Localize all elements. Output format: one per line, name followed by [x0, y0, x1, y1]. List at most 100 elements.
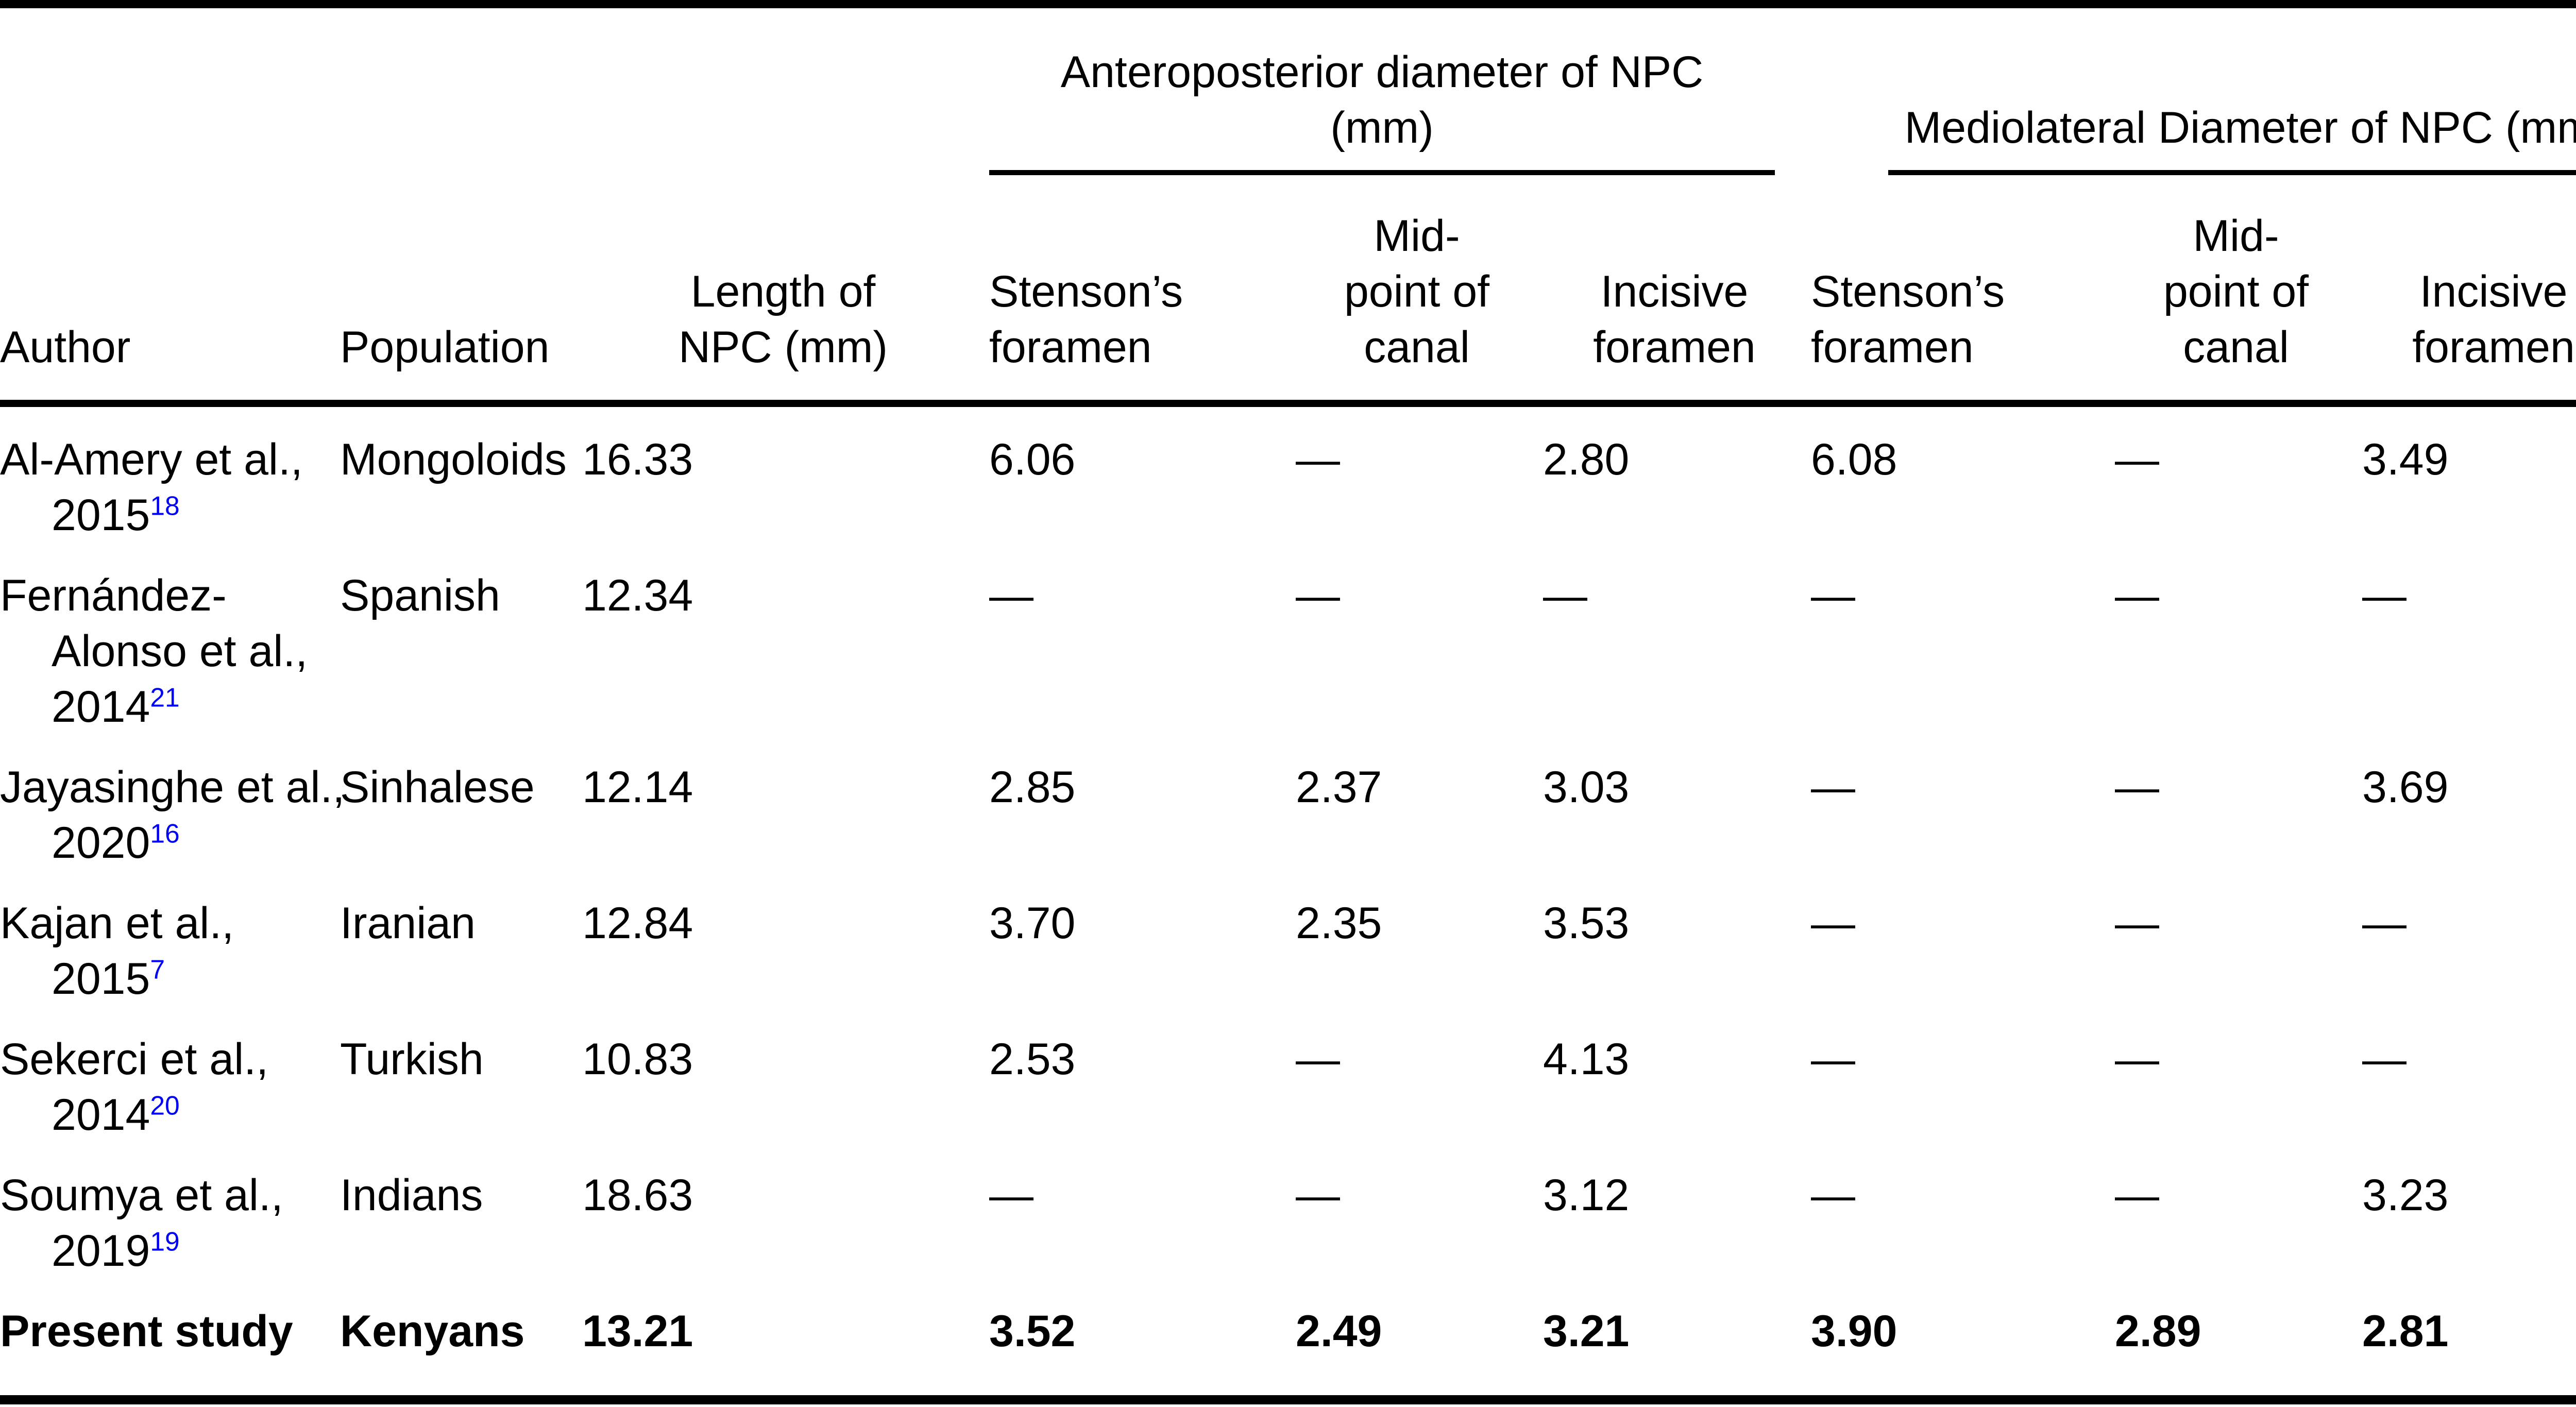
- column-header-label: Incisive: [1600, 267, 1749, 316]
- column-header-label: Incisive: [2419, 267, 2568, 316]
- data-cell-ml-midpoint-of-canal: —: [2115, 762, 2160, 812]
- group-header-label: Mediolateral Diameter of NPC (mm): [1904, 103, 2576, 152]
- group-header-row: Anteroposterior diameter of NPC (mm) Med…: [0, 4, 2576, 175]
- author-text: Kajan et al.,: [0, 899, 234, 948]
- data-cell-ml-incisive-foramen: —: [2362, 571, 2407, 620]
- data-cell-ap-incisive-foramen: 3.03: [1543, 762, 1630, 812]
- data-cell-ml-midpoint-of-canal: 2.89: [2115, 1307, 2201, 1356]
- data-cell-population: Kenyans: [340, 1307, 525, 1356]
- author-cell: Fernández- Alonso et al., 201421: [0, 543, 340, 735]
- column-header-ml-stensons-foramen: Stenson’s foramen: [1811, 175, 2115, 407]
- author-text: 2019: [52, 1226, 150, 1276]
- author-cell: Jayasinghe et al., 202016: [0, 735, 345, 871]
- data-cell-ml-midpoint-of-canal: —: [2115, 1035, 2160, 1084]
- data-cell-ml-midpoint-of-canal: —: [2115, 1171, 2160, 1220]
- table-row: Al-Amery et al., 201518 Mongoloids 16.33 6.0…: [0, 403, 2576, 543]
- column-header-label: Mid-: [1374, 211, 1460, 261]
- data-cell-ml-stensons-foramen: —: [1811, 1035, 1856, 1084]
- data-cell-ml-stensons-foramen: 3.90: [1811, 1307, 1897, 1356]
- column-header-label: Stenson’s: [1811, 267, 2005, 316]
- column-header-length-of-npc: Length of NPC (mm): [582, 175, 989, 407]
- data-cell-ml-incisive-foramen: —: [2362, 899, 2407, 948]
- data-cell-ap-incisive-foramen: 3.12: [1543, 1171, 1630, 1220]
- author-text: 2015: [52, 490, 150, 540]
- data-cell-ml-incisive-foramen: 3.49: [2362, 435, 2449, 484]
- author-text: Fernández-: [0, 571, 227, 620]
- group-header-label: (mm): [1330, 103, 1434, 152]
- column-header-label: Length of: [690, 267, 876, 316]
- mediolateral-group-underline: Mediolateral Diameter of NPC (mm): [1888, 100, 2576, 175]
- column-group-anteroposterior: Anteroposterior diameter of NPC (mm): [989, 4, 1811, 175]
- table-row: Kajan et al., 20157 Iranian 12.84 3.70 2.35 3.…: [0, 871, 2576, 1007]
- column-header-label: canal: [2183, 323, 2289, 372]
- author-cell: Al-Amery et al., 201518: [0, 403, 340, 543]
- author-text: 2014: [52, 1090, 150, 1140]
- data-cell-length-of-npc: 16.33: [582, 435, 693, 484]
- reference-superscript[interactable]: 7: [150, 954, 165, 985]
- data-cell-ap-stensons-foramen: 2.53: [989, 1035, 1076, 1084]
- data-cell-ap-incisive-foramen: 3.21: [1543, 1307, 1630, 1356]
- column-group-mediolateral: Mediolateral Diameter of NPC (mm): [1811, 4, 2576, 175]
- author-cell: Soumya et al., 201919: [0, 1143, 340, 1279]
- column-header-label: foramen: [1811, 323, 1974, 372]
- data-cell-ap-midpoint-of-canal: 2.49: [1296, 1307, 1382, 1356]
- column-header-label: canal: [1364, 323, 1470, 372]
- author-text: Soumya et al.,: [0, 1171, 283, 1220]
- data-cell-ml-stensons-foramen: —: [1811, 1171, 1856, 1220]
- column-header-population: Population: [340, 175, 582, 407]
- author-text: Al-Amery et al.,: [0, 435, 303, 484]
- reference-superscript[interactable]: 21: [150, 682, 180, 713]
- data-cell-ap-midpoint-of-canal: —: [1296, 571, 1340, 620]
- reference-superscript[interactable]: 19: [150, 1226, 180, 1257]
- group-header-spacer: [0, 4, 989, 175]
- data-cell-ml-incisive-foramen: 2.81: [2362, 1307, 2449, 1356]
- data-cell-ap-midpoint-of-canal: —: [1296, 1035, 1340, 1084]
- data-cell-ap-incisive-foramen: 4.13: [1543, 1035, 1630, 1084]
- data-cell-ap-midpoint-of-canal: —: [1296, 1171, 1340, 1220]
- column-header-label: NPC (mm): [678, 323, 888, 372]
- column-header-label: point of: [1344, 267, 1490, 316]
- author-text: Present study: [0, 1307, 293, 1356]
- column-header-label: Population: [340, 323, 550, 372]
- author-text: 2014: [52, 682, 150, 732]
- data-cell-ap-stensons-foramen: 2.85: [989, 762, 1076, 812]
- data-cell-ap-stensons-foramen: 3.70: [989, 899, 1076, 948]
- data-cell-population: Spanish: [340, 571, 500, 620]
- data-cell-ap-midpoint-of-canal: 2.35: [1296, 899, 1382, 948]
- column-header-row: Author Population Length of NPC (mm) Stenson…: [0, 175, 2576, 407]
- column-header-ap-incisive-foramen: Incisive foramen: [1543, 175, 1811, 407]
- data-cell-ap-incisive-foramen: 3.53: [1543, 899, 1630, 948]
- table-row: Soumya et al., 201919 Indians 18.63 — — 3.12 — —…: [0, 1143, 2576, 1279]
- data-cell-ml-incisive-foramen: 3.23: [2362, 1171, 2449, 1220]
- data-cell-ap-stensons-foramen: —: [989, 571, 1033, 620]
- author-text: Alonso et al.,: [52, 626, 308, 676]
- data-cell-ml-stensons-foramen: —: [1811, 899, 1856, 948]
- reference-superscript[interactable]: 16: [150, 818, 180, 849]
- data-cell-ap-stensons-foramen: 6.06: [989, 435, 1076, 484]
- column-header-label: Mid-: [2193, 211, 2279, 261]
- reference-superscript[interactable]: 20: [150, 1090, 180, 1121]
- column-header-label: foramen: [989, 323, 1152, 372]
- table-row: Sekerci et al., 201420 Turkish 10.83 2.53 — 4.…: [0, 1007, 2576, 1143]
- column-header-label: Stenson’s: [989, 267, 1183, 316]
- table-row: Present study Kenyans 13.21 3.52 2.49 3.21 3.9…: [0, 1279, 2576, 1400]
- data-cell-length-of-npc: 18.63: [582, 1171, 693, 1220]
- column-header-label: foramen: [1593, 323, 1756, 372]
- author-text: Jayasinghe et al.,: [0, 762, 345, 812]
- author-text: Sekerci et al.,: [0, 1035, 268, 1084]
- column-header-ml-incisive-foramen: Incisive foramen: [2362, 175, 2576, 407]
- data-cell-population: Iranian: [340, 899, 476, 948]
- data-cell-ml-midpoint-of-canal: —: [2115, 899, 2160, 948]
- reference-superscript[interactable]: 18: [150, 490, 180, 521]
- author-text: 2015: [52, 954, 150, 1004]
- data-cell-ml-incisive-foramen: 3.69: [2362, 762, 2449, 812]
- data-cell-population: Sinhalese: [340, 762, 535, 812]
- column-header-ap-stensons-foramen: Stenson’s foramen: [989, 175, 1296, 407]
- data-cell-length-of-npc: 13.21: [582, 1307, 693, 1356]
- data-cell-ml-midpoint-of-canal: —: [2115, 571, 2160, 620]
- column-header-label: point of: [2163, 267, 2309, 316]
- author-cell: Sekerci et al., 201420: [0, 1007, 340, 1143]
- data-cell-ap-incisive-foramen: 2.80: [1543, 435, 1630, 484]
- data-cell-ap-stensons-foramen: 3.52: [989, 1307, 1076, 1356]
- data-cell-ap-incisive-foramen: —: [1543, 571, 1587, 620]
